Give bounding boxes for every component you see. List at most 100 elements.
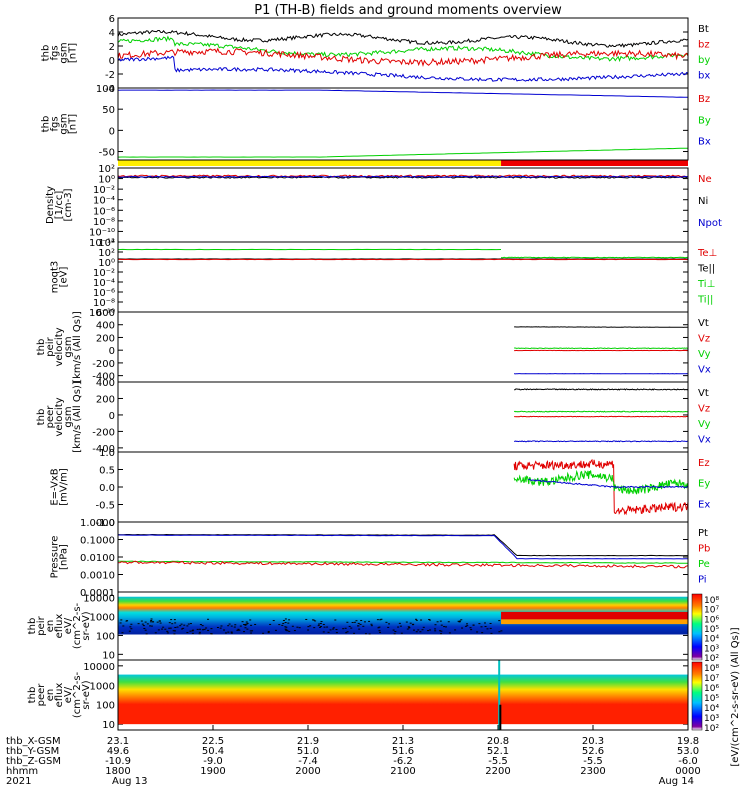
spec-speck [319, 622, 322, 624]
colorbars: 10⁸10⁷10⁶10⁵10⁴10³10²10⁸10⁷10⁶10⁵10⁴10³1… [691, 593, 741, 767]
spec-speck [119, 622, 122, 624]
spec-speck [282, 619, 285, 621]
spec-orange-band [501, 619, 688, 625]
panel-frame [117, 167, 689, 243]
series-By [117, 147, 689, 158]
ephem-value: 52.6 [582, 746, 604, 757]
spec-speck [230, 632, 233, 634]
spec-speck [157, 629, 160, 631]
spec-speck [407, 626, 410, 628]
spec-speck [254, 623, 257, 625]
spec-speck [244, 623, 247, 625]
series-Vy [513, 410, 688, 413]
spec-speck [120, 619, 123, 621]
tick-label: 1.0 [99, 448, 115, 459]
spec-speck [285, 629, 288, 631]
legend-Vz: Vz [698, 334, 710, 345]
colorbar-tick: 10⁸ [704, 596, 719, 606]
legend-Ey: Ey [698, 479, 710, 490]
ephem-value: Aug 14 [659, 776, 694, 787]
ephem-value: -6.2 [393, 756, 413, 767]
spec-speck [486, 628, 489, 630]
ylabel-line: moqt3 [50, 261, 61, 294]
spec-speck [176, 626, 179, 628]
spec-speck [173, 630, 176, 632]
spec-speck [278, 624, 281, 626]
tick-label: -1.0 [95, 518, 115, 529]
spec-speck [203, 628, 206, 630]
spec-speck [168, 622, 171, 624]
ylabel-line: fgs [50, 116, 61, 131]
ylabel-line: [cm-3] [63, 188, 74, 221]
series-Vz [514, 415, 689, 418]
spec-speck [166, 632, 169, 634]
colorbar-1 [691, 661, 703, 731]
spec-speck [481, 632, 484, 634]
spec-speck [458, 620, 461, 622]
series-Vt [514, 326, 689, 328]
spec-speck [186, 632, 189, 634]
legend-Vx: Vx [698, 365, 711, 376]
spec-speck [174, 626, 177, 628]
spec-speck [166, 630, 169, 632]
tick-label: 0.5 [99, 466, 115, 477]
spec-speck [284, 622, 287, 624]
spec-speck [317, 625, 320, 627]
spec-speck [320, 621, 323, 623]
spec-speck [230, 625, 233, 627]
spec-speck [348, 625, 351, 627]
tick-label: 10⁻⁶ [93, 288, 115, 299]
spec-speck [420, 619, 423, 621]
colorbar-tick: 10⁵ [704, 694, 719, 704]
spec-speck [350, 627, 353, 629]
tick-label: 10⁻² [93, 185, 115, 196]
series-Pe [117, 560, 689, 564]
spec-speck [379, 619, 382, 621]
spec-speck [344, 627, 347, 629]
spec-speck [158, 620, 161, 622]
spec-speck [182, 627, 185, 629]
tick-label: 0.0 [99, 483, 115, 494]
spec-speck [269, 623, 272, 625]
legend-Bt: Bt [698, 24, 709, 35]
spec-speck [388, 623, 391, 625]
spec-speck [154, 632, 157, 634]
spec-speck [191, 630, 194, 632]
tick-label: 4 [109, 28, 115, 39]
ylabel-line: fgs [50, 45, 61, 60]
legend-Bz: Bz [698, 94, 710, 105]
colorbar-tick: 10³ [704, 644, 719, 654]
ylabel-line: eflux [54, 683, 65, 708]
tick-label: 10⁰ [98, 258, 115, 269]
spec-speck [346, 621, 349, 623]
spec-speck [346, 631, 349, 633]
spec-speck [412, 623, 415, 625]
spec-speck [448, 632, 451, 634]
spec-speck [189, 630, 192, 632]
ylabel-line: en [45, 620, 56, 633]
ephem-value: 22.5 [202, 736, 224, 747]
spec-speck [143, 628, 146, 630]
tick-label: -400 [92, 444, 115, 455]
tick-label: 10000 [83, 662, 115, 673]
spec-speck [249, 630, 252, 632]
spec-speck [198, 633, 201, 635]
spec-speck [164, 628, 167, 630]
ylabel-line: [km/s (All Qs)] [72, 311, 83, 383]
tick-label: 10 [102, 720, 115, 731]
tick-label: 0 [109, 411, 115, 422]
ylabel-line: [mV/m] [59, 468, 70, 506]
spec-speck [249, 619, 252, 621]
spec-speck [125, 620, 128, 622]
ephem-value: 21.9 [297, 736, 319, 747]
ephem-value: 23.1 [107, 736, 129, 747]
spec-speck [335, 632, 338, 634]
spec-speck [434, 630, 437, 632]
ylabel-line: gsm [59, 42, 70, 63]
spec-speck [159, 622, 162, 624]
